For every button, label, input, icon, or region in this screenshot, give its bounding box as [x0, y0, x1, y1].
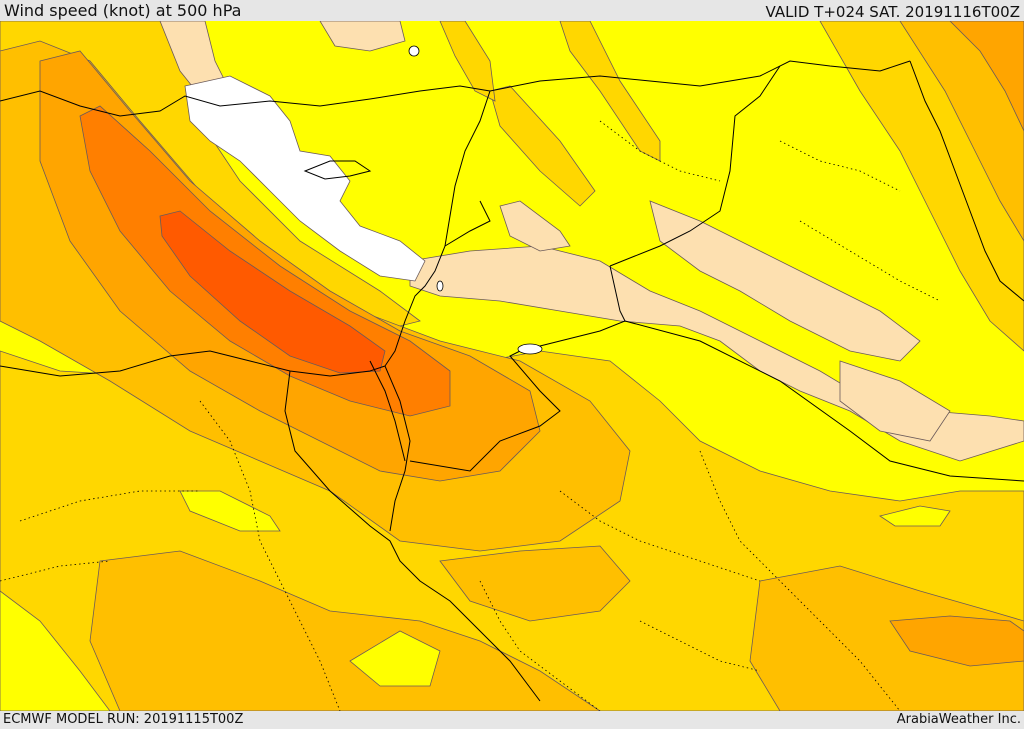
contour-fill-fresh-stripe-1 — [489, 85, 596, 207]
contour-fill-light-southwest — [0, 590, 111, 711]
border-syria-iraq — [609, 65, 781, 267]
admin-boundary-3 — [0, 560, 111, 582]
contour-fill-strong-southeast — [749, 565, 1024, 711]
contour-fill-fresh-northeast — [899, 21, 1024, 242]
contour-fill-light-patch-west — [179, 490, 281, 532]
header-bar: Wind speed (knot) at 500 hPa VALID T+024… — [0, 0, 1024, 21]
admin-boundary-7 — [779, 140, 901, 192]
contour-fill-very-light-syria — [499, 200, 571, 252]
border-saudi-iraq — [624, 320, 1024, 482]
valid-time-label: VALID T+024 SAT. 20191116T00Z — [765, 3, 1020, 21]
contour-fill-strong-northeast — [949, 21, 1024, 132]
wind-speed-map[interactable] — [0, 21, 1024, 711]
border-egypt-israel — [369, 360, 406, 462]
border-lebanon-syria — [444, 200, 491, 247]
coastline-egypt-north — [0, 350, 386, 377]
lake-3 — [436, 280, 444, 292]
admin-boundary-2 — [199, 400, 341, 711]
contour-fill-light-patch-south — [349, 630, 441, 687]
contour-fill-strong-patch-east — [889, 615, 1024, 667]
coastline-anatolia — [0, 85, 491, 117]
lake-2 — [517, 343, 543, 355]
admin-boundary-1 — [19, 490, 200, 522]
contour-fill-light-patch-east — [879, 505, 951, 527]
contour-fill-very-light-north-2 — [319, 21, 406, 52]
admin-boundary-layer — [0, 120, 941, 711]
contour-fill-fresh-stripe-3 — [439, 21, 496, 102]
model-run-label: ECMWF MODEL RUN: 20191115T00Z — [3, 712, 244, 727]
contour-fill-jet-core — [159, 210, 386, 374]
footer-bar: ECMWF MODEL RUN: 20191115T00Z ArabiaWeat… — [0, 711, 1024, 729]
admin-boundary-4 — [559, 490, 761, 582]
provider-label: ArabiaWeather Inc. — [896, 712, 1021, 727]
coastline-layer — [0, 60, 1024, 702]
border-layer — [369, 60, 1024, 482]
contour-fill-very-light-south-lobe — [839, 360, 951, 442]
coastline-cyprus — [303, 160, 372, 180]
contour-fill-fresh-patch-mid — [439, 545, 631, 622]
contour-fill-weakest — [184, 75, 426, 282]
coastline-gulf-east — [909, 60, 1024, 302]
coastline-levant — [384, 90, 491, 367]
map-canvas — [0, 21, 1024, 711]
map-title: Wind speed (knot) at 500 hPa — [4, 1, 242, 20]
contour-fill-fresh-south — [89, 550, 601, 711]
coastline-sinai-suez — [284, 370, 541, 702]
water-bodies — [408, 45, 543, 355]
contour-fill-very-light-east-lobe — [649, 200, 921, 362]
coastline-gulf-of-aqaba — [384, 365, 411, 532]
border-turkey-syria — [489, 60, 911, 92]
lake-1 — [408, 45, 420, 57]
admin-boundary-6 — [599, 120, 721, 182]
